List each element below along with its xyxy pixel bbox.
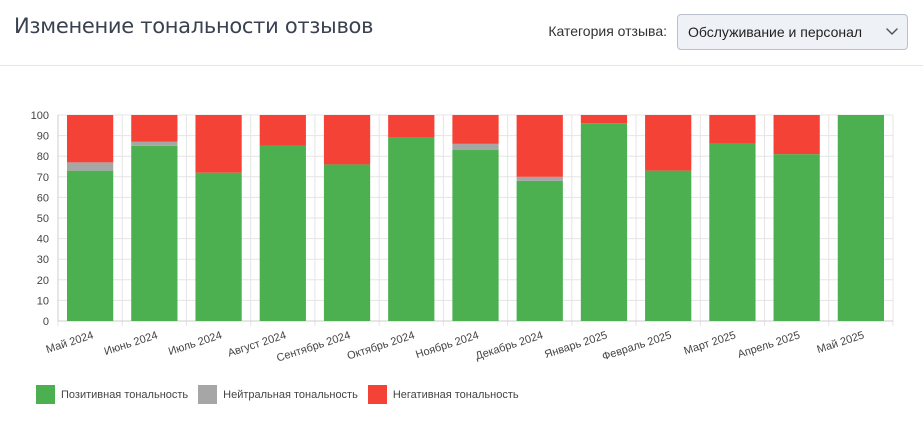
legend-label: Негативная тональность <box>392 388 519 401</box>
bar-segment <box>709 115 756 144</box>
stacked-bar-chart: 0 10 20 30 40 50 60 70 80 90 100 Май 2024 Июнь 2024 И… <box>31 110 894 365</box>
bar-segment <box>323 115 371 165</box>
bar-segment <box>645 170 692 321</box>
y-tick-label: 0 <box>43 316 49 328</box>
bar-segment <box>259 145 306 321</box>
legend-label: Нейтральная тональность <box>223 388 358 401</box>
legend-label: Позитивная тональность <box>61 388 189 401</box>
bar-segment <box>580 115 628 124</box>
bar-segment <box>195 115 242 173</box>
legend-item[interactable]: Позитивная тональность <box>36 385 188 404</box>
x-tick-label: Февраль 2025 <box>601 329 673 363</box>
y-tick-label: 100 <box>31 110 49 122</box>
bar-segment <box>323 164 371 321</box>
y-tick-label: 40 <box>37 234 49 246</box>
bar-segment <box>709 143 756 321</box>
bar-segment <box>195 172 242 321</box>
x-tick-label: Ноябрь 2024 <box>414 329 480 361</box>
x-tick-label: Май 2025 <box>815 329 865 356</box>
bar-segment <box>66 170 114 321</box>
x-tick-label: Январь 2025 <box>543 329 609 361</box>
y-tick-label: 50 <box>37 213 49 225</box>
header: Изменение тональности отзывов Категория … <box>0 0 923 66</box>
bar-segment <box>259 115 306 146</box>
bar-segment <box>580 123 628 321</box>
x-tick-label: Май 2024 <box>45 329 95 356</box>
category-filter-label: Категория отзыва: <box>548 23 667 39</box>
x-tick-label: Сентябрь 2024 <box>275 329 352 364</box>
bar-segment <box>516 115 563 177</box>
x-tick-label: Декабрь 2024 <box>474 329 545 362</box>
legend-swatch <box>36 385 55 404</box>
x-tick-label: Июнь 2024 <box>103 329 159 358</box>
y-tick-label: 30 <box>37 254 49 266</box>
legend-swatch <box>367 385 387 404</box>
bar-segment <box>452 115 499 144</box>
chevron-down-icon <box>877 15 907 49</box>
bar-segment <box>131 145 178 321</box>
legend-item[interactable]: Негативная тональность <box>367 385 519 404</box>
bar-segment <box>388 115 435 138</box>
bar-segment <box>452 143 499 151</box>
y-tick-label: 10 <box>37 295 49 307</box>
bar-segment <box>66 115 114 163</box>
y-tick-label: 80 <box>37 151 49 163</box>
x-tick-label: Апрель 2025 <box>736 329 801 360</box>
chart-legend: Позитивная тональность Нейтральная тональ… <box>36 385 529 404</box>
bar-segment <box>516 176 563 181</box>
category-select[interactable]: Обслуживание и персонал <box>677 14 908 50</box>
x-tick-label: Октябрь 2024 <box>346 329 416 362</box>
bar-segment <box>131 115 178 142</box>
bar-segment <box>452 150 499 321</box>
x-tick-label: Июль 2024 <box>167 329 224 358</box>
y-tick-label: 70 <box>37 172 49 184</box>
y-tick-label: 20 <box>37 275 49 287</box>
legend-item[interactable]: Нейтральная тональность <box>198 385 358 404</box>
bar-segment <box>516 180 563 321</box>
page-title: Изменение тональности отзывов <box>14 14 374 38</box>
bar-segment <box>773 115 820 155</box>
bar-segment <box>837 115 885 321</box>
bar-segment <box>645 115 692 171</box>
y-tick-label: 90 <box>37 131 49 143</box>
y-tick-label: 60 <box>37 192 49 204</box>
category-select-value: Обслуживание и персонал <box>688 24 863 40</box>
bar-segment <box>773 154 820 321</box>
legend-swatch <box>198 385 218 404</box>
bar-segment <box>388 137 435 321</box>
bar-segment <box>66 162 114 171</box>
bar-segment <box>131 141 178 146</box>
x-tick-label: Март 2025 <box>682 329 737 357</box>
